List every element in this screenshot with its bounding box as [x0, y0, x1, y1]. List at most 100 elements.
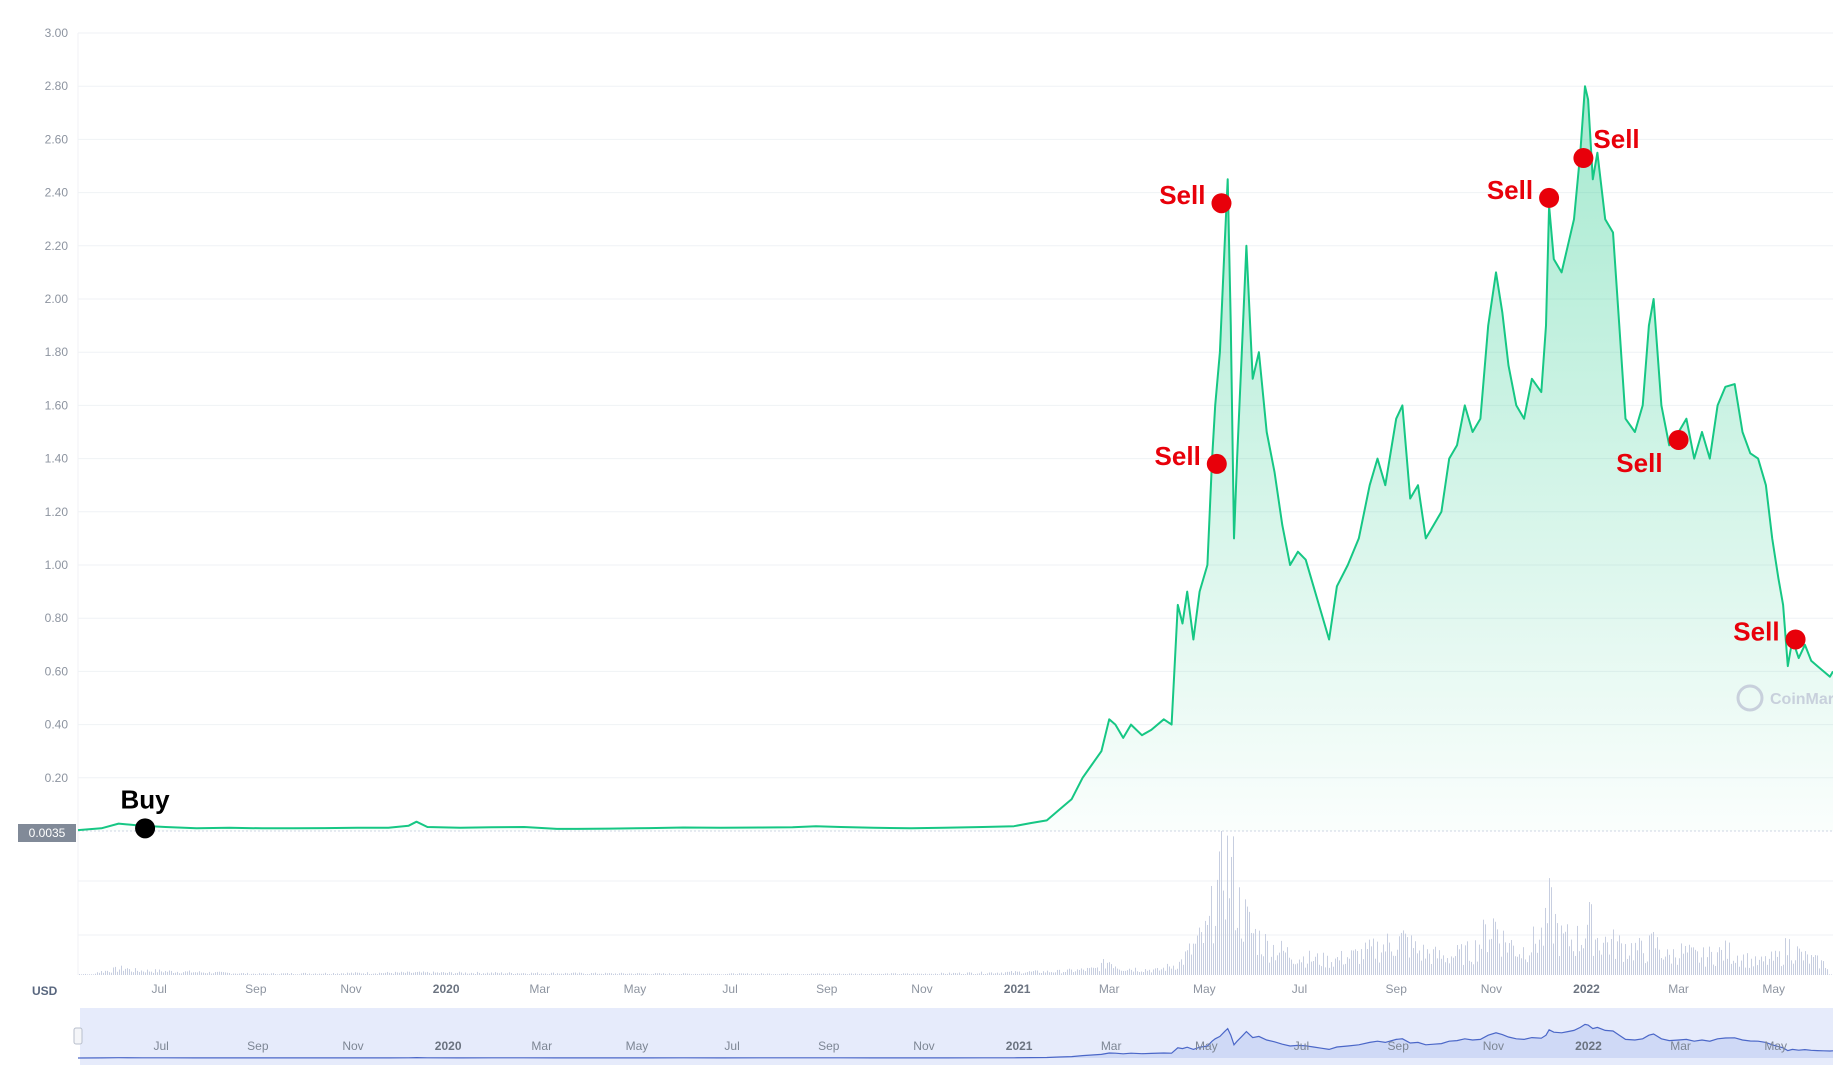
volume-bar: [711, 973, 712, 975]
volume-bar: [1819, 968, 1820, 975]
volume-bar: [229, 972, 230, 975]
volume-bar: [731, 973, 732, 975]
navigator-line: [77, 1023, 1833, 1059]
volume-bar: [295, 974, 296, 975]
volume-bar: [691, 974, 692, 975]
volume-bar: [869, 974, 870, 975]
volume-bar: [845, 973, 846, 975]
volume-bar: [1339, 960, 1340, 975]
volume-bar: [1207, 924, 1208, 975]
volume-bar: [903, 973, 904, 975]
volume-bar: [741, 973, 742, 975]
volume-bar: [1657, 937, 1658, 975]
volume-bar: [263, 973, 264, 975]
volume-bar: [1347, 957, 1348, 975]
volume-bar: [893, 973, 894, 975]
range-navigator[interactable]: Jul Sep Nov 2020 Mar May Jul Sep Nov 2021 Mar May Ju…: [73, 1008, 1833, 1065]
volume-bar: [725, 974, 726, 975]
volume-bar: [875, 974, 876, 975]
y-axis-ticks: 0.20 0.40 0.60 0.80 1.00 1.20 1.40 1.60 1.80 2.00…: [45, 26, 69, 785]
volume-bar: [197, 972, 198, 975]
volume-bar: [1189, 943, 1190, 975]
volume-bar: [1669, 954, 1670, 975]
volume-bar: [1285, 952, 1286, 975]
volume-bar: [1735, 962, 1736, 975]
volume-bar: [117, 971, 118, 975]
navigator-tick-label: Nov: [342, 1039, 363, 1053]
volume-bar: [1283, 950, 1284, 975]
volume-bar: [491, 972, 492, 975]
volume-bar: [401, 971, 402, 975]
volume-bar: [1705, 966, 1706, 975]
volume-bar: [1779, 951, 1780, 975]
x-tick-label: 2022: [1573, 982, 1600, 996]
volume-bar: [813, 973, 814, 975]
navigator-tick-label: 2022: [1575, 1039, 1602, 1053]
volume-bar: [543, 973, 544, 975]
volume-bar: [435, 972, 436, 975]
volume-bar: [745, 973, 746, 975]
volume-bar: [1179, 961, 1180, 975]
volume-bar: [205, 973, 206, 975]
volume-bar: [125, 968, 126, 975]
volume-bar: [1211, 885, 1212, 975]
volume-bar: [119, 969, 120, 975]
volume-bar: [1359, 963, 1360, 975]
volume-bar: [891, 973, 892, 975]
volume-bar: [1151, 972, 1152, 975]
volume-bar: [1665, 956, 1666, 975]
volume-bar: [765, 974, 766, 975]
volume-bar: [227, 972, 228, 975]
volume-bar: [601, 973, 602, 975]
volume-bar: [1827, 969, 1828, 975]
volume-bar: [391, 973, 392, 975]
volume-bar: [253, 973, 254, 975]
volume-bar: [1203, 942, 1204, 975]
volume-bar: [1773, 960, 1774, 975]
volume-bar: [1255, 928, 1256, 975]
y-tick-label: 1.60: [45, 398, 69, 412]
volume-bar: [1273, 944, 1274, 975]
volume-bar: [739, 973, 740, 975]
volume-bar: [603, 974, 604, 975]
volume-bar: [1739, 966, 1740, 975]
volume-bar: [1439, 950, 1440, 975]
volume-bar: [317, 974, 318, 975]
volume-bar: [201, 972, 202, 975]
volume-bar: [365, 973, 366, 975]
volume-bar: [823, 973, 824, 975]
volume-bar: [1617, 941, 1618, 975]
volume-bar: [1797, 946, 1798, 975]
volume-bar: [173, 972, 174, 975]
volume-bar: [1567, 924, 1568, 975]
volume-bar: [1119, 969, 1120, 975]
volume-bar: [325, 972, 326, 975]
volume-bar: [1141, 971, 1142, 975]
volume-bar: [1681, 943, 1682, 975]
volume-bar: [399, 972, 400, 975]
volume-bar: [577, 973, 578, 975]
volume-bar: [337, 973, 338, 975]
volume-bar: [393, 973, 394, 975]
volume-bar: [635, 973, 636, 975]
navigator-left-handle[interactable]: [73, 1027, 83, 1045]
volume-bar: [825, 973, 826, 975]
volume-bar: [419, 971, 420, 975]
volume-bar: [127, 968, 128, 975]
volume-bar: [579, 972, 580, 975]
volume-bar: [1103, 959, 1104, 975]
volume-bar: [309, 973, 310, 975]
volume-bar: [509, 972, 510, 975]
volume-bar: [535, 973, 536, 975]
volume-bar: [1407, 937, 1408, 975]
volume-bar: [1641, 940, 1642, 975]
volume-bar: [89, 974, 90, 975]
volume-bar: [1715, 965, 1716, 975]
volume-bar: [321, 973, 322, 975]
volume-bar: [587, 973, 588, 975]
volume-bar: [249, 974, 250, 975]
price-line-path: [77, 85, 1833, 832]
volume-bar: [1707, 957, 1708, 975]
volume-bar: [947, 973, 948, 975]
